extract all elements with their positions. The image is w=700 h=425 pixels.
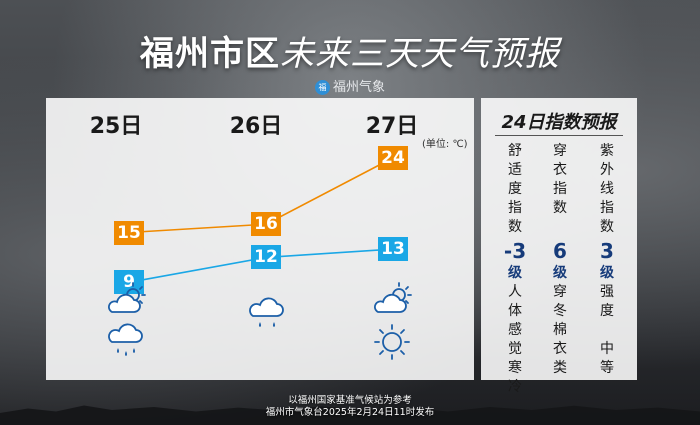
brand-logo-icon: 福	[314, 80, 330, 95]
footer-publish-info: 福州市气象台2025年2月24日11时发布	[265, 407, 435, 418]
rain-cloud-icon	[108, 323, 143, 356]
high-temp-label: 24	[378, 145, 408, 170]
page-title: 福州市区未来三天天气预报	[0, 26, 700, 75]
divider	[495, 135, 623, 136]
tree-silhouette	[0, 405, 700, 425]
forecast-panel: 25日 26日 27日 (单位: ℃) 15 16 24 9 12 13	[46, 98, 474, 380]
index-level: 级	[600, 265, 614, 281]
index-desc: 强度 中等	[600, 284, 614, 376]
index-panel: 24日指数预报 舒适度指数 -3 级 人体感觉寒冷 穿衣指数 6 级 穿冬棉衣类…	[481, 98, 637, 395]
comfort-index-column: 舒适度指数 -3 级 人体感觉寒冷	[501, 142, 529, 397]
cloudy-with-sun-icon	[108, 282, 146, 313]
index-desc: 人体感觉寒冷	[508, 284, 522, 395]
index-value: -3	[503, 239, 527, 263]
index-value: 6	[553, 239, 567, 263]
index-name: 舒适度指数	[508, 143, 522, 235]
uv-index-column: 紫外线指数 3 级 强度 中等	[593, 142, 621, 378]
high-temp-label: 15	[114, 220, 144, 245]
title-city: 福州市区	[140, 34, 280, 74]
footer: 以福州国家基准气候站为参考 福州市气象台2025年2月24日11时发布	[0, 395, 700, 419]
cloudy-with-sun-icon	[374, 282, 412, 313]
low-temp-label: 13	[378, 237, 408, 262]
high-temp-label: 16	[251, 212, 281, 237]
brand-name: 福州气象	[332, 80, 385, 95]
day-label: 27日	[365, 114, 419, 139]
sun-icon	[374, 324, 410, 360]
unit-label: (单位: ℃)	[422, 139, 468, 150]
low-temp-label: 12	[251, 245, 281, 270]
footer-reference: 以福州国家基准气候站为参考	[288, 395, 412, 406]
brand: 福福州气象	[0, 76, 700, 95]
index-title: 24日指数预报	[501, 112, 617, 133]
rain-cloud-icon	[249, 297, 284, 327]
index-level: 级	[508, 265, 522, 281]
dressing-index-column: 穿衣指数 6 级 穿冬棉衣类	[546, 142, 574, 378]
index-level: 级	[553, 265, 567, 281]
index-value: 3	[600, 239, 614, 263]
day-label: 25日	[89, 114, 143, 139]
index-name: 紫外线指数	[600, 143, 614, 235]
title-subtitle: 未来三天天气预报	[280, 34, 560, 74]
day-label: 26日	[229, 114, 283, 139]
index-desc: 穿冬棉衣类	[553, 284, 567, 376]
index-name: 穿衣指数	[553, 143, 567, 216]
